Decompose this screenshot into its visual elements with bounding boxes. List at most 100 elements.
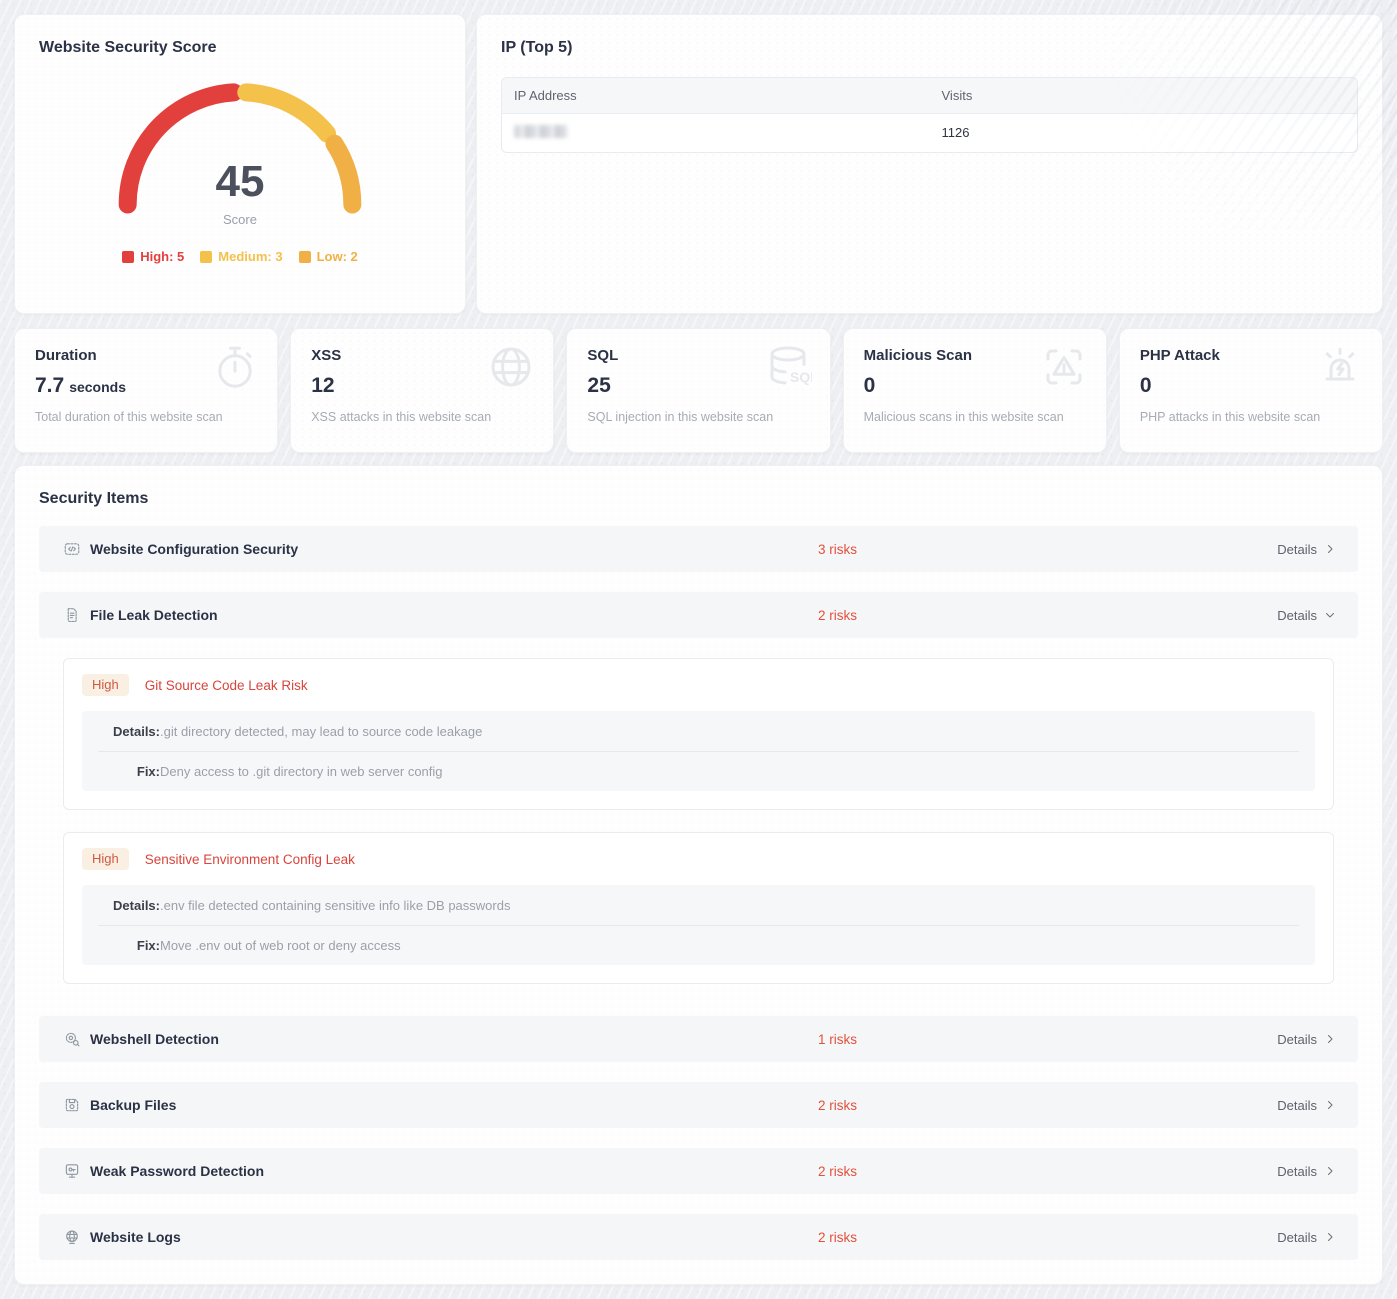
globe-icon — [487, 343, 535, 391]
chevron-down-icon — [1326, 613, 1334, 618]
stat-value: 25 — [587, 374, 611, 397]
stat-title: Duration — [35, 347, 97, 364]
security-item-label: Website Logs — [90, 1229, 181, 1245]
code-icon — [63, 540, 81, 558]
details-key: Details: — [113, 897, 160, 913]
security-item-label: Backup Files — [90, 1097, 177, 1113]
ip-card-title: IP (Top 5) — [501, 39, 573, 56]
table-row: 1126 — [502, 114, 1357, 152]
risk-title: Sensitive Environment Config Leak — [144, 851, 355, 867]
risk-count: 1 risks — [818, 1031, 858, 1047]
chevron-right-icon — [1328, 545, 1333, 553]
score-card-title: Website Security Score — [39, 39, 217, 56]
details-button[interactable]: Details — [1277, 1098, 1336, 1113]
file-leak-expanded-details: High Git Source Code Leak Risk Details: … — [39, 658, 1358, 1016]
ip-top5-card: IP (Top 5) IP Address Visits 1126 — [476, 14, 1383, 314]
score-value: 45 — [215, 157, 265, 206]
gear-search-icon — [63, 1030, 81, 1048]
monitor-key-icon — [63, 1162, 81, 1180]
stat-description: PHP attacks in this website scan — [1139, 410, 1321, 424]
risk-title: Git Source Code Leak Risk — [144, 677, 308, 693]
legend-high-swatch — [122, 250, 135, 263]
stat-unit: seconds — [69, 379, 127, 395]
stat-value: 12 — [311, 374, 335, 397]
details-button[interactable]: Details — [1277, 542, 1336, 557]
siren-icon — [1316, 343, 1364, 391]
score-label: Score — [223, 212, 257, 227]
security-item-label: File Leak Detection — [90, 607, 218, 623]
security-item-backup-files[interactable]: Backup Files 2 risks Details — [39, 1082, 1358, 1128]
stat-title: PHP Attack — [1139, 347, 1220, 364]
risk-count: 2 risks — [818, 1229, 858, 1245]
website-security-score-card: Website Security Score 45 Score High: 5 … — [14, 14, 466, 314]
stat-value: 7.7 — [35, 374, 65, 397]
stat-description: Total duration of this website scan — [35, 410, 223, 424]
security-item-label: Website Configuration Security — [90, 541, 299, 557]
stat-description: SQL injection in this website scan — [587, 410, 774, 424]
stat-description: XSS attacks in this website scan — [311, 410, 492, 424]
gauge-arc — [118, 83, 362, 214]
chevron-right-icon — [1328, 1167, 1333, 1175]
security-items-card: Security Items Website Configuration Sec… — [14, 465, 1383, 1285]
stat-card-php-attack: PHP Attack 0 PHP attacks in this website… — [1118, 328, 1384, 453]
legend-high: High: 5 — [122, 249, 184, 264]
stat-title: Malicious Scan — [863, 347, 972, 364]
ip-table-header: IP Address Visits — [502, 78, 1357, 114]
floppy-disk-icon — [63, 1096, 81, 1114]
visits-value: 1126 — [941, 125, 970, 140]
chevron-right-icon — [1328, 1035, 1333, 1043]
risk-count: 2 risks — [818, 607, 858, 623]
details-button[interactable]: Details — [1277, 1164, 1336, 1179]
database-sql-icon: SQL — [764, 343, 812, 391]
stat-card-duration: Duration 7.7 seconds Total duration of th… — [14, 328, 279, 453]
details-button[interactable]: Details — [1277, 1032, 1336, 1047]
stat-value: 0 — [1139, 374, 1152, 397]
security-score-gauge: 45 Score — [104, 63, 376, 227]
stat-card-xss: XSS 12 XSS attacks in this website scan — [290, 328, 555, 453]
legend-medium: Medium: 3 — [200, 249, 283, 264]
severity-badge: High — [82, 674, 129, 696]
details-button[interactable]: Details — [1277, 1230, 1336, 1245]
col-ip-address: IP Address — [514, 88, 577, 103]
security-item-website-logs[interactable]: Website Logs 2 risks Details — [39, 1214, 1358, 1260]
security-item-file-leak-detection[interactable]: File Leak Detection 2 risks Details — [39, 592, 1358, 638]
stat-card-sql: SQL 25 SQL injection in this website sca… — [566, 328, 831, 453]
fix-value: Move .env out of web root or deny access — [160, 938, 401, 953]
details-key: Details: — [113, 723, 160, 739]
risk-count: 2 risks — [818, 1097, 858, 1113]
ip-redacted-value — [514, 125, 568, 138]
file-icon — [63, 606, 81, 624]
security-item-label: Webshell Detection — [90, 1031, 219, 1047]
details-button[interactable]: Details — [1277, 608, 1336, 623]
legend-low-swatch — [298, 250, 311, 263]
fix-key: Fix: — [136, 764, 160, 779]
risk-card-env-leak: High Sensitive Environment Config Leak D… — [63, 832, 1334, 984]
chevron-right-icon — [1328, 1233, 1333, 1241]
fix-value: Deny access to .git directory in web ser… — [160, 764, 443, 779]
security-item-weak-password-detection[interactable]: Weak Password Detection 2 risks Details — [39, 1148, 1358, 1194]
stat-card-malicious-scan: Malicious Scan 0 Malicious scans in this… — [842, 328, 1107, 453]
legend-low: Low: 2 — [298, 249, 358, 264]
security-item-website-configuration[interactable]: Website Configuration Security 3 risks D… — [39, 526, 1358, 572]
security-item-webshell-detection[interactable]: Webshell Detection 1 risks Details — [39, 1016, 1358, 1062]
globe-icon — [63, 1228, 81, 1246]
fix-key: Fix: — [136, 938, 160, 953]
details-value: .env file detected containing sensitive … — [160, 897, 511, 913]
stat-title: SQL — [587, 347, 619, 364]
risk-count: 3 risks — [818, 541, 858, 557]
chevron-right-icon — [1328, 1101, 1333, 1109]
svg-text:SQL: SQL — [790, 369, 812, 385]
risk-count: 2 risks — [818, 1163, 858, 1179]
stat-description: Malicious scans in this website scan — [863, 410, 1064, 424]
stat-value: 0 — [863, 374, 876, 397]
risk-legend: High: 5 Medium: 3 Low: 2 — [39, 249, 441, 264]
risk-card-git-leak: High Git Source Code Leak Risk Details: … — [63, 658, 1334, 810]
security-items-title: Security Items — [39, 490, 149, 507]
col-visits: Visits — [941, 88, 973, 103]
legend-medium-swatch — [200, 250, 213, 263]
scan-warning-icon — [1040, 343, 1088, 391]
security-item-label: Weak Password Detection — [90, 1163, 265, 1179]
stopwatch-icon — [211, 343, 259, 391]
stat-title: XSS — [311, 347, 342, 364]
